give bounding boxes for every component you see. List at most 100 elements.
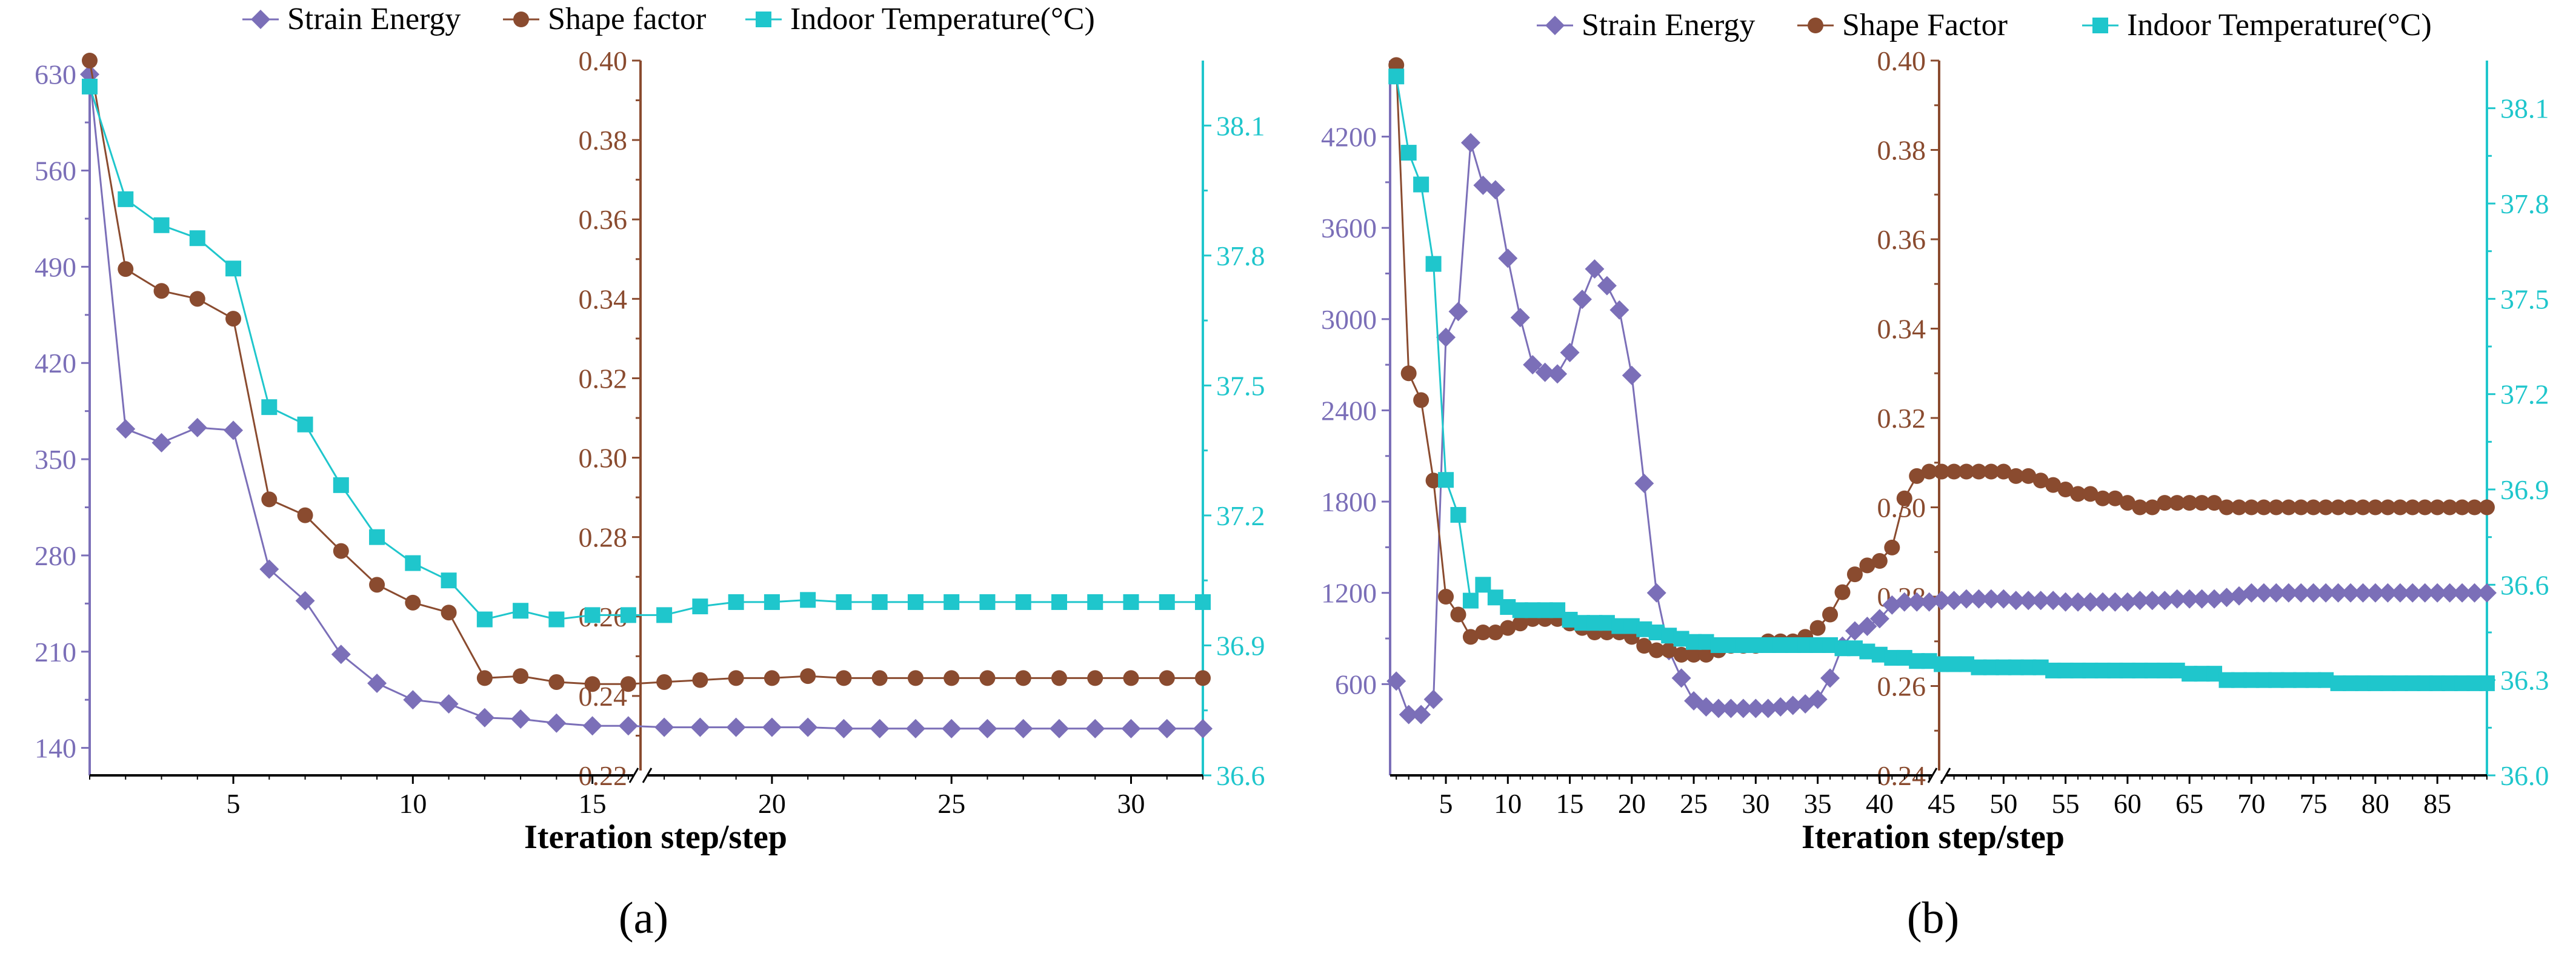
- a-y3-tick-label: 37.8: [1216, 240, 1265, 271]
- b-data-point-strain-energy: [2080, 592, 2100, 612]
- b-data-point-shape-factor: [1686, 646, 1702, 663]
- b-data-point-shape-factor: [1500, 620, 1516, 636]
- b-data-point-shape-factor: [2405, 499, 2421, 515]
- b-x-axis-title: Iteration step/step: [1802, 818, 2065, 856]
- b-data-point-shape-factor: [1971, 463, 1987, 480]
- a-data-point-indoor-temperature-c: [692, 598, 708, 615]
- b-data-point-shape-factor: [2392, 499, 2408, 515]
- b-x-tick-label: 50: [1989, 788, 2017, 819]
- b-data-point-strain-energy: [2117, 592, 2137, 612]
- a-data-point-shape-factor: [441, 605, 457, 621]
- a-data-point-indoor-temperature-c: [1195, 594, 1211, 610]
- a-data-point-strain-energy: [762, 717, 782, 737]
- b-data-point-strain-energy: [2303, 583, 2323, 603]
- b-data-point-shape-factor: [2441, 499, 2458, 515]
- b-y2-tick-label: 0.40: [1877, 45, 1926, 76]
- a-data-point-strain-energy: [726, 717, 746, 737]
- a-data-point-strain-energy: [403, 690, 423, 710]
- a-data-point-shape-factor: [620, 676, 636, 692]
- b-data-point-shape-factor: [2466, 499, 2483, 515]
- b-data-point-strain-energy: [2465, 583, 2484, 603]
- b-data-point-strain-energy: [1758, 698, 1778, 718]
- b-data-point-shape-factor: [1487, 625, 1503, 640]
- b-data-point-shape-factor: [2132, 499, 2148, 515]
- b-series-indoor-temperature-c: [1388, 68, 2495, 691]
- b-data-point-shape-factor: [2479, 499, 2495, 515]
- a-y-tick-label: 490: [35, 251, 76, 282]
- a-y-axis-strain-energy: 140 210 280 350 420 490 560 630: [35, 59, 91, 775]
- b-panel-label: (b): [1907, 893, 1959, 943]
- b-data-point-strain-energy: [1510, 308, 1530, 328]
- a-data-point-strain-energy: [224, 420, 244, 440]
- a-data-point-strain-energy: [474, 708, 494, 728]
- a-data-point-shape-factor: [907, 670, 924, 686]
- a-x-tick-label: 15: [579, 788, 607, 819]
- b-x-tick-label: 25: [1680, 788, 1708, 819]
- b-x-tick-label: 45: [1928, 788, 1955, 819]
- b-x-tick-label: 60: [2114, 788, 2142, 819]
- b-data-point-shape-factor: [1475, 625, 1491, 640]
- b-data-point-strain-energy: [2068, 592, 2088, 612]
- a-data-point-strain-energy: [331, 645, 351, 665]
- b-y-tick-label: 600: [1335, 669, 1377, 700]
- a-data-point-strain-energy: [798, 717, 818, 737]
- b-data-point-strain-energy: [2155, 591, 2175, 611]
- b-data-point-strain-energy: [1708, 698, 1728, 718]
- b-data-point-shape-factor: [2255, 499, 2272, 515]
- b-y-tick-label: 4200: [1321, 122, 1377, 153]
- a-data-point-shape-factor: [333, 543, 349, 559]
- b-data-point-strain-energy: [1609, 300, 1629, 320]
- a-data-point-shape-factor: [548, 674, 565, 690]
- a-legend: Strain Energy Shape factor Indoor Temperat…: [242, 2, 1095, 36]
- a-x-axis-break-mark: [642, 767, 653, 783]
- b-data-point-shape-factor: [2206, 495, 2223, 511]
- b-x-axis-break-mark: [1927, 767, 1938, 783]
- a-series-shape-factor: [82, 53, 1211, 692]
- b-data-point-strain-energy: [2341, 583, 2361, 603]
- a-data-point-strain-energy: [654, 717, 674, 737]
- b-data-point-shape-factor: [2417, 499, 2433, 515]
- b-data-point-strain-energy: [2055, 592, 2075, 612]
- b-y-axis-indoor-temperature-c: 36.0 36.3 36.6 36.9 37.2 37.5 37.8 38.1: [2486, 61, 2549, 791]
- b-data-point-indoor-temperature-c: [1438, 472, 1454, 488]
- b-data-point-strain-energy: [1733, 698, 1753, 718]
- b-x-tick-label: 15: [1556, 788, 1584, 819]
- b-data-point-shape-factor: [1822, 606, 1839, 623]
- b-y-tick-label: 2400: [1321, 395, 1377, 426]
- b-data-point-shape-factor: [2231, 499, 2247, 515]
- a-y-tick-label: 280: [35, 540, 76, 571]
- a-y2-tick-label: 0.32: [579, 363, 628, 394]
- b-data-point-shape-factor: [2194, 495, 2210, 511]
- a-y3-tick-label: 37.2: [1216, 500, 1265, 531]
- a-data-point-shape-factor: [189, 291, 205, 307]
- a-data-point-indoor-temperature-c: [907, 594, 924, 610]
- a-data-point-strain-energy: [116, 419, 136, 439]
- a-y-tick-label: 350: [35, 444, 76, 475]
- b-data-point-strain-energy: [1907, 592, 1927, 612]
- a-y3-tick-label: 38.1: [1216, 110, 1265, 141]
- b-data-point-strain-energy: [1969, 589, 1989, 609]
- a-data-point-indoor-temperature-c: [620, 607, 636, 623]
- a-series-line-shape-factor: [88, 60, 1203, 685]
- a-x-tick-label: 20: [758, 788, 786, 819]
- b-data-point-strain-energy: [2180, 589, 2200, 609]
- a-legend-marker: [756, 12, 771, 27]
- b-data-point-shape-factor: [2318, 499, 2334, 515]
- a-data-point-shape-factor: [944, 670, 960, 686]
- a-data-point-indoor-temperature-c: [836, 594, 852, 610]
- b-x-tick-label: 85: [2423, 788, 2451, 819]
- a-y2-tick-label: 0.34: [579, 283, 628, 314]
- b-y-tick-label: 1200: [1321, 578, 1377, 609]
- b-data-point-strain-energy: [2192, 589, 2212, 609]
- b-data-point-strain-energy: [2019, 591, 2039, 611]
- a-x-tick-label: 10: [399, 788, 427, 819]
- b-data-point-strain-energy: [2477, 583, 2497, 603]
- a-data-point-shape-factor: [871, 670, 888, 686]
- b-data-point-shape-factor: [1400, 365, 1417, 382]
- b-data-point-indoor-temperature-c: [1425, 256, 1442, 272]
- b-y3-tick-label: 37.5: [2500, 283, 2549, 314]
- b-data-point-indoor-temperature-c: [1413, 176, 1429, 193]
- b-x-tick-label: 40: [1866, 788, 1894, 819]
- b-x-tick-label: 75: [2300, 788, 2328, 819]
- b-data-point-shape-factor: [2429, 499, 2446, 515]
